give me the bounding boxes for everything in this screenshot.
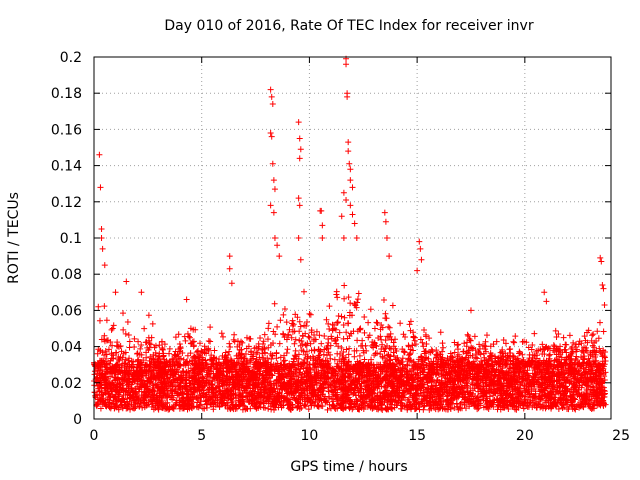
data-point [533, 348, 540, 355]
data-point [560, 334, 567, 341]
data-point [274, 323, 281, 330]
data-point [581, 333, 588, 340]
grid-lines [94, 57, 611, 419]
data-point [338, 345, 345, 352]
data-point [399, 355, 406, 362]
data-point [172, 334, 179, 341]
data-point [284, 346, 291, 353]
data-point [335, 313, 342, 320]
data-point [218, 330, 225, 337]
data-point [465, 333, 472, 340]
data-point [407, 318, 414, 325]
data-point [601, 376, 608, 383]
data-point [427, 349, 434, 356]
data-point [285, 332, 292, 339]
data-point [391, 352, 398, 359]
data-point [552, 327, 559, 334]
data-point [546, 352, 553, 359]
data-point [510, 338, 517, 345]
data-point [152, 342, 159, 349]
data-point [327, 405, 334, 412]
data-point [555, 405, 562, 412]
data-point [313, 328, 320, 335]
data-point [102, 347, 109, 354]
data-point [261, 331, 268, 338]
data-point [277, 354, 284, 361]
data-point [539, 341, 546, 348]
data-point [269, 372, 276, 379]
data-point [131, 344, 138, 351]
data-point [226, 340, 233, 347]
data-point [184, 352, 191, 359]
data-point [365, 319, 372, 326]
data-point [440, 344, 447, 351]
data-point [426, 335, 433, 342]
data-point [280, 331, 287, 338]
data-point [341, 295, 348, 302]
data-point [108, 326, 115, 333]
data-point [361, 313, 368, 320]
data-point [292, 336, 299, 343]
data-point [288, 334, 295, 341]
data-point [179, 367, 186, 374]
data-point [184, 330, 191, 337]
data-point [166, 350, 173, 357]
data-point [525, 344, 532, 351]
data-point [138, 341, 145, 348]
data-point [325, 394, 332, 401]
data-point [101, 352, 108, 359]
data-point [347, 300, 354, 307]
data-point [455, 341, 462, 348]
data-point [341, 314, 348, 321]
data-point [271, 300, 278, 307]
data-point [124, 318, 131, 325]
data-point [142, 339, 149, 346]
data-point [182, 337, 189, 344]
data-point [134, 350, 141, 357]
data-point [464, 331, 471, 338]
data-point [296, 328, 303, 335]
data-point [588, 397, 595, 404]
data-point [351, 300, 358, 307]
data-point [125, 331, 132, 338]
data-point [305, 406, 312, 413]
data-point [439, 348, 446, 355]
data-point [596, 319, 603, 326]
data-point [97, 405, 104, 412]
data-points [91, 55, 609, 413]
chart-title: Day 010 of 2016, Rate Of TEC Index for r… [164, 18, 533, 34]
data-point [595, 335, 602, 342]
data-point [156, 342, 163, 349]
data-point [451, 349, 458, 356]
